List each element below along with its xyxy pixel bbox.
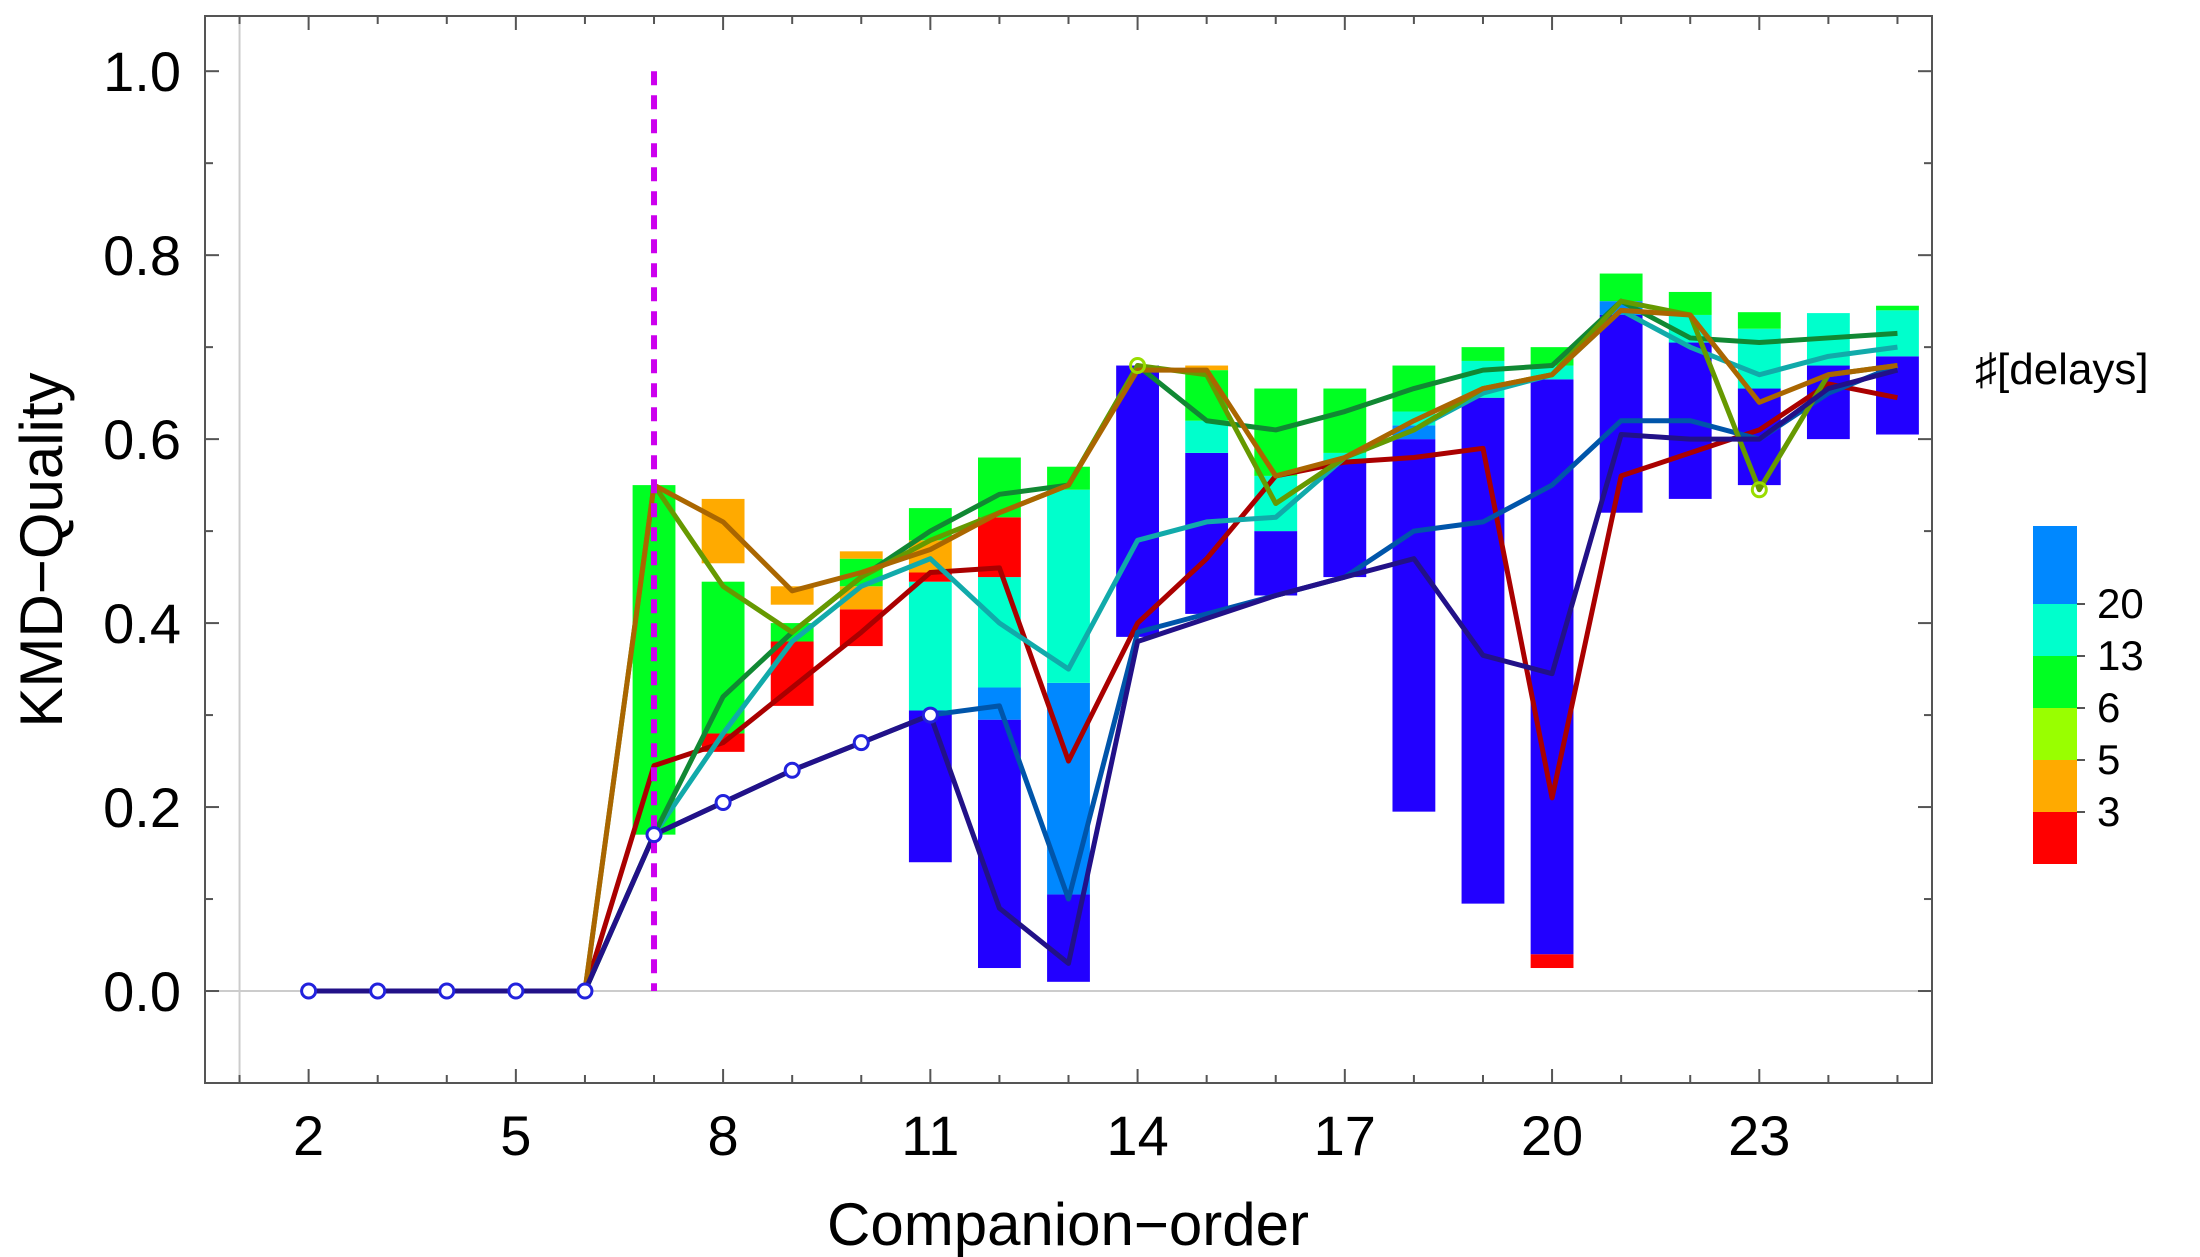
colorbar-label: 5 [2097, 736, 2120, 783]
data-point-marker [1129, 357, 1147, 375]
tick-labels: 2 5 8 11 14 17 20 23 0.0 0.2 0.4 0.6 0.8 1.0 [103, 40, 1790, 1167]
colorbar-label: 6 [2097, 684, 2120, 731]
bar-segment [1185, 420, 1229, 453]
colorbar: ♯[delays] 3 5 6 13 20 [1975, 345, 2149, 864]
x-tick-label: 14 [1106, 1104, 1168, 1167]
x-tick-label: 8 [708, 1104, 739, 1167]
bar-segment [1323, 388, 1367, 453]
bar-segment [1599, 273, 1643, 302]
bar-segment [978, 719, 1021, 969]
data-point-marker [369, 982, 387, 1000]
data-point-marker [576, 982, 594, 1000]
y-tick-label: 0.2 [103, 776, 181, 839]
bar-segment [908, 710, 952, 863]
series-line [308, 367, 1899, 994]
colorbar-swatch [2033, 656, 2077, 708]
bar-segment [1876, 305, 1919, 311]
x-tick-label: 2 [293, 1104, 324, 1167]
colorbar-swatch [2033, 812, 2077, 864]
colorbar-title: ♯[delays] [1975, 345, 2149, 394]
colorbar-swatch [2033, 760, 2077, 812]
data-point-marker [783, 761, 801, 779]
x-tick-label: 11 [901, 1104, 959, 1167]
y-axis-title: KMD−Quality [8, 372, 75, 727]
bar-segment [1047, 894, 1090, 982]
bar-segment [908, 581, 952, 711]
data-point-marker [300, 982, 318, 1000]
data-point-marker [645, 826, 663, 844]
data-point-marker [1750, 481, 1768, 499]
bar-segment [1737, 312, 1781, 329]
bar-segment [839, 551, 883, 559]
y-tick-label: 0.8 [103, 224, 181, 287]
data-point-marker [852, 734, 870, 752]
colorbar-swatch [2033, 604, 2077, 656]
x-tick-label: 20 [1521, 1104, 1583, 1167]
bar-segment [1254, 531, 1298, 596]
y-tick-label: 1.0 [103, 40, 181, 103]
y-tick-label: 0.6 [103, 408, 181, 471]
bar-segment [1461, 397, 1505, 904]
y-tick-label: 0.0 [103, 960, 181, 1023]
colorbar-swatch [2033, 708, 2077, 760]
markers [300, 357, 1768, 1000]
data-point-marker [438, 982, 456, 1000]
data-point-marker [507, 982, 525, 1000]
colorbar-swatch [2033, 526, 2077, 604]
colorbar-label: 20 [2097, 580, 2144, 627]
y-tick-label: 0.4 [103, 592, 181, 655]
bar-segment [1047, 489, 1090, 683]
bar-segment [1392, 439, 1436, 812]
bar-segment [1737, 328, 1781, 389]
x-tick-label: 17 [1314, 1104, 1376, 1167]
series-lines [308, 298, 1899, 994]
bar-segment [1530, 954, 1574, 969]
bar-segment [770, 586, 814, 605]
bar-segment [1116, 365, 1159, 637]
axis-ticks [205, 16, 1932, 1084]
x-axis-title: Companion−order [827, 1191, 1309, 1257]
x-tick-label: 5 [500, 1104, 531, 1167]
data-point-marker [921, 706, 939, 724]
data-point-marker [714, 793, 732, 811]
bar-segment [1185, 452, 1229, 614]
colorbar-label: 3 [2097, 788, 2120, 835]
bar-segment [701, 498, 745, 564]
bar-segment [1668, 291, 1712, 315]
bar-segment [908, 572, 952, 582]
bar-segment [1323, 462, 1367, 578]
bar-segment [839, 609, 883, 647]
bar-segment [1461, 347, 1505, 361]
bar-segment [701, 581, 745, 734]
x-tick-label: 23 [1728, 1104, 1790, 1167]
colorbar-label: 13 [2097, 632, 2144, 679]
bar-segment [1047, 466, 1090, 490]
